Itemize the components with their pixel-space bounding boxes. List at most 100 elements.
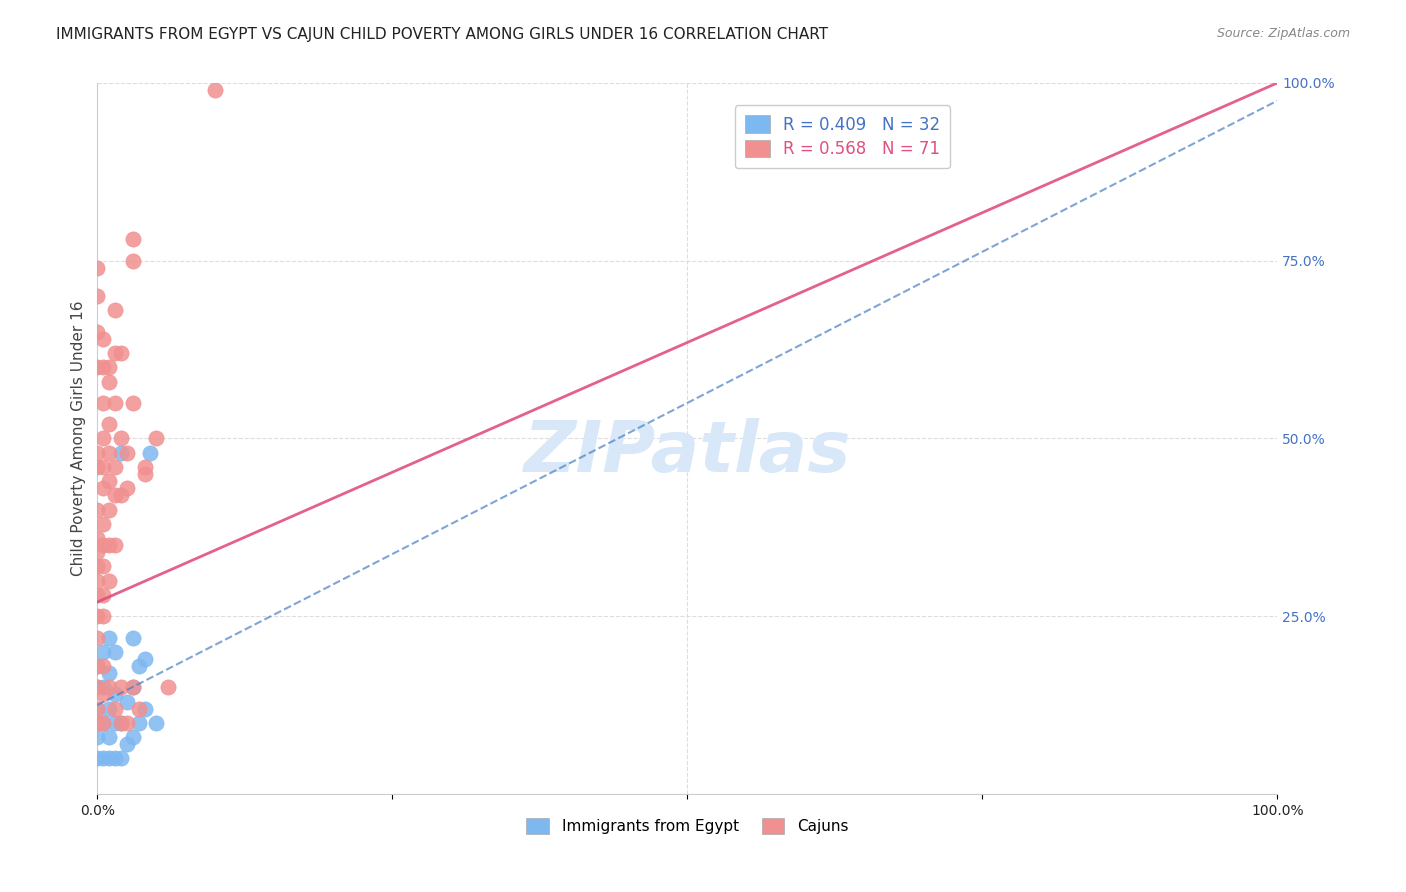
Point: [86, 715, 108, 730]
Text: ZIPatlas: ZIPatlas: [523, 418, 851, 487]
Point: [86, 531, 108, 545]
Point: [104, 751, 127, 765]
Point: [86, 360, 108, 375]
Point: [91, 432, 114, 446]
Point: [86, 502, 108, 516]
Point: [110, 715, 132, 730]
Point: [104, 346, 127, 360]
Point: [110, 432, 132, 446]
Point: [86, 609, 108, 624]
Point: [98, 375, 121, 389]
Point: [86, 659, 108, 673]
Point: [86, 574, 108, 588]
Point: [110, 488, 132, 502]
Point: [86, 289, 108, 303]
Point: [86, 701, 108, 715]
Point: [91, 645, 114, 659]
Point: [104, 701, 127, 715]
Point: [110, 446, 132, 460]
Point: [104, 688, 127, 702]
Point: [104, 396, 127, 410]
Y-axis label: Child Poverty Among Girls Under 16: Child Poverty Among Girls Under 16: [72, 301, 86, 576]
Point: [121, 396, 143, 410]
Point: [98, 502, 121, 516]
Point: [86, 446, 108, 460]
Point: [115, 695, 138, 709]
Legend: Immigrants from Egypt, Cajuns: Immigrants from Egypt, Cajuns: [517, 809, 858, 843]
Point: [104, 538, 127, 552]
Point: [110, 751, 132, 765]
Point: [134, 701, 156, 715]
Point: [145, 432, 167, 446]
Point: [86, 631, 108, 645]
Point: [86, 559, 108, 574]
Point: [134, 459, 156, 474]
Point: [91, 609, 114, 624]
Point: [98, 574, 121, 588]
Point: [91, 360, 114, 375]
Point: [98, 701, 121, 715]
Point: [91, 459, 114, 474]
Point: [98, 631, 121, 645]
Point: [98, 666, 121, 681]
Point: [139, 446, 162, 460]
Point: [110, 346, 132, 360]
Point: [104, 488, 127, 502]
Point: [121, 730, 143, 744]
Point: [91, 681, 114, 695]
Point: [145, 715, 167, 730]
Point: [86, 459, 108, 474]
Point: [115, 446, 138, 460]
Point: [98, 474, 121, 488]
Point: [86, 681, 108, 695]
Point: [128, 701, 150, 715]
Point: [98, 360, 121, 375]
Text: IMMIGRANTS FROM EGYPT VS CAJUN CHILD POVERTY AMONG GIRLS UNDER 16 CORRELATION CH: IMMIGRANTS FROM EGYPT VS CAJUN CHILD POV…: [56, 27, 828, 42]
Point: [91, 659, 114, 673]
Point: [115, 715, 138, 730]
Point: [110, 715, 132, 730]
Text: Source: ZipAtlas.com: Source: ZipAtlas.com: [1216, 27, 1350, 40]
Point: [115, 737, 138, 751]
Point: [91, 715, 114, 730]
Point: [86, 659, 108, 673]
Point: [86, 681, 108, 695]
Point: [110, 681, 132, 695]
Point: [91, 688, 114, 702]
Point: [86, 701, 108, 715]
Point: [134, 652, 156, 666]
Point: [86, 730, 108, 744]
Point: [115, 481, 138, 495]
Point: [91, 588, 114, 602]
Point: [104, 715, 127, 730]
Point: [86, 751, 108, 765]
Point: [121, 253, 143, 268]
Point: [157, 681, 180, 695]
Point: [98, 681, 121, 695]
Point: [128, 715, 150, 730]
Point: [91, 396, 114, 410]
Point: [91, 559, 114, 574]
Point: [104, 459, 127, 474]
Point: [128, 659, 150, 673]
Point: [91, 538, 114, 552]
Point: [86, 588, 108, 602]
Point: [121, 681, 143, 695]
Point: [98, 730, 121, 744]
Point: [104, 303, 127, 318]
Point: [91, 715, 114, 730]
Point: [134, 467, 156, 481]
Point: [98, 538, 121, 552]
Point: [121, 681, 143, 695]
Point: [91, 516, 114, 531]
Point: [204, 83, 226, 97]
Point: [98, 751, 121, 765]
Point: [86, 545, 108, 559]
Point: [121, 232, 143, 246]
Point: [86, 325, 108, 339]
Point: [121, 631, 143, 645]
Point: [104, 645, 127, 659]
Point: [91, 751, 114, 765]
Point: [91, 332, 114, 346]
Point: [86, 260, 108, 275]
